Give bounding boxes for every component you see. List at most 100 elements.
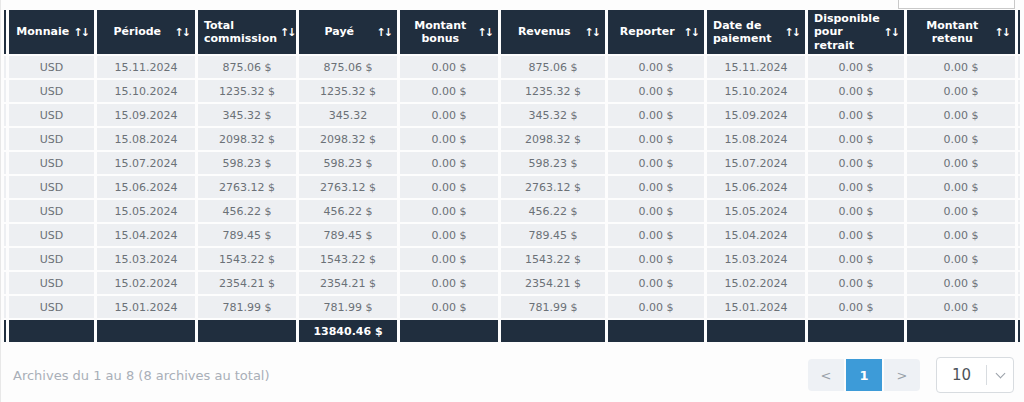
column-label: Monnaie (15, 25, 71, 38)
cell-revenus: 2354.21 $ (501, 272, 605, 294)
edge-sliver (4, 176, 6, 198)
cell-reporter: 0.00 $ (608, 128, 704, 150)
cell-periode: 15.01.2024 (97, 296, 195, 318)
column-header-montant_bonus[interactable]: Montant bonus↑↓ (400, 10, 498, 54)
cell-date_paiement: 15.05.2024 (707, 200, 805, 222)
column-header-monnaie[interactable]: Monnaie↑↓ (9, 10, 94, 54)
cell-montant_bonus: 0.00 $ (400, 224, 498, 246)
cell-periode: 15.08.2024 (97, 128, 195, 150)
cell-revenus: 345.32 $ (501, 104, 605, 126)
cell-reporter: 0.00 $ (608, 152, 704, 174)
cell-monnaie: USD (9, 56, 94, 78)
column-header-total_commission[interactable]: Total commission↑↓ (198, 10, 296, 54)
column-header-revenus[interactable]: Revenus↑↓ (501, 10, 605, 54)
cell-montant_retenu: 0.00 $ (907, 80, 1015, 102)
sort-icon: ↑↓ (995, 26, 1009, 39)
cell-total_commission: 781.99 $ (198, 296, 296, 318)
column-header-periode[interactable]: Période↑↓ (97, 10, 195, 54)
cell-revenus: 789.45 $ (501, 224, 605, 246)
table-row: USD15.11.2024875.06 $875.06 $0.00 $875.0… (4, 56, 1020, 78)
total-empty-cell (97, 320, 195, 342)
table-row: USD15.03.20241543.22 $1543.22 $0.00 $154… (4, 248, 1020, 270)
total-empty-cell (9, 320, 94, 342)
cell-montant_retenu: 0.00 $ (907, 56, 1015, 78)
prev-page-button[interactable]: < (808, 359, 844, 391)
cell-periode: 15.05.2024 (97, 200, 195, 222)
edge-sliver (1018, 128, 1020, 150)
edge-sliver (4, 200, 6, 222)
cell-periode: 15.06.2024 (97, 176, 195, 198)
cell-revenus: 781.99 $ (501, 296, 605, 318)
cell-paye: 2354.21 $ (299, 272, 397, 294)
table-row: USD15.06.20242763.12 $2763.12 $0.00 $276… (4, 176, 1020, 198)
sort-icon: ↑↓ (884, 26, 898, 39)
edge-sliver (1018, 104, 1020, 126)
cell-montant_retenu: 0.00 $ (907, 128, 1015, 150)
table-row: USD15.10.20241235.32 $1235.32 $0.00 $123… (4, 80, 1020, 102)
sort-icon: ↑↓ (585, 26, 599, 39)
cell-montant_bonus: 0.00 $ (400, 200, 498, 222)
chevron-down-icon (987, 374, 1013, 377)
edge-sliver (4, 128, 6, 150)
table-row: USD15.02.20242354.21 $2354.21 $0.00 $235… (4, 272, 1020, 294)
edge-sliver (4, 56, 6, 78)
cell-paye: 598.23 $ (299, 152, 397, 174)
cell-date_paiement: 15.08.2024 (707, 128, 805, 150)
cell-paye: 789.45 $ (299, 224, 397, 246)
total-empty-cell (198, 320, 296, 342)
cell-periode: 15.02.2024 (97, 272, 195, 294)
total-empty-cell (400, 320, 498, 342)
table-row: USD15.04.2024789.45 $789.45 $0.00 $789.4… (4, 224, 1020, 246)
edge-sliver (1018, 296, 1020, 318)
page-size-select[interactable]: 10 (936, 357, 1014, 393)
cell-date_paiement: 15.03.2024 (707, 248, 805, 270)
cell-total_commission: 598.23 $ (198, 152, 296, 174)
cell-reporter: 0.00 $ (608, 296, 704, 318)
sort-icon: ↑↓ (377, 26, 391, 39)
column-label: Montant bonus (406, 19, 475, 45)
cell-disponible_retrait: 0.00 $ (808, 272, 904, 294)
cell-montant_bonus: 0.00 $ (400, 248, 498, 270)
edge-sliver (1018, 272, 1020, 294)
cell-disponible_retrait: 0.00 $ (808, 128, 904, 150)
cell-total_commission: 875.06 $ (198, 56, 296, 78)
cell-montant_retenu: 0.00 $ (907, 248, 1015, 270)
column-header-reporter[interactable]: Reporter↑↓ (608, 10, 704, 54)
cell-reporter: 0.00 $ (608, 248, 704, 270)
current-page-button[interactable]: 1 (846, 359, 882, 391)
table-header: Monnaie↑↓Période↑↓Total commission↑↓Payé… (4, 10, 1020, 54)
cell-periode: 15.09.2024 (97, 104, 195, 126)
cell-total_commission: 2098.32 $ (198, 128, 296, 150)
column-header-montant_retenu[interactable]: Montant retenu↑↓ (907, 10, 1015, 54)
cell-monnaie: USD (9, 128, 94, 150)
edge-sliver (4, 272, 6, 294)
edge-sliver (1018, 152, 1020, 174)
cell-monnaie: USD (9, 104, 94, 126)
edge-sliver (4, 296, 6, 318)
sort-icon: ↑↓ (280, 26, 294, 39)
edge-sliver (4, 80, 6, 102)
cell-paye: 345.32 (299, 104, 397, 126)
records-summary: Archives du 1 au 8 (8 archives au total) (13, 368, 270, 383)
total-empty-cell (907, 320, 1015, 342)
sort-icon: ↑↓ (74, 26, 88, 39)
column-header-paye[interactable]: Payé↑↓ (299, 10, 397, 54)
cell-montant_retenu: 0.00 $ (907, 272, 1015, 294)
cell-disponible_retrait: 0.00 $ (808, 152, 904, 174)
column-header-date_paiement[interactable]: Date de paiement↑↓ (707, 10, 805, 54)
table-row: USD15.05.2024456.22 $456.22 $0.00 $456.2… (4, 200, 1020, 222)
cell-periode: 15.11.2024 (97, 56, 195, 78)
cell-paye: 456.22 $ (299, 200, 397, 222)
cell-montant_retenu: 0.00 $ (907, 296, 1015, 318)
sort-icon: ↑↓ (785, 26, 799, 39)
column-label: Revenus (507, 25, 582, 38)
cell-date_paiement: 15.09.2024 (707, 104, 805, 126)
next-page-button[interactable]: > (884, 359, 920, 391)
cell-revenus: 2763.12 $ (501, 176, 605, 198)
column-header-disponible_retrait[interactable]: Disponible pour retrait↑↓ (808, 10, 904, 54)
cell-montant_bonus: 0.00 $ (400, 56, 498, 78)
cell-paye: 2763.12 $ (299, 176, 397, 198)
cell-revenus: 456.22 $ (501, 200, 605, 222)
table-row: USD15.09.2024345.32 $345.320.00 $345.32 … (4, 104, 1020, 126)
total-paye-cell: 13840.46 $ (299, 320, 397, 342)
